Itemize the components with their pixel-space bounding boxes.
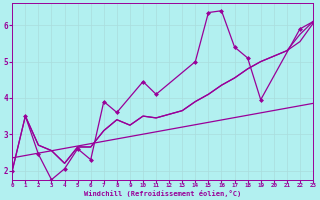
X-axis label: Windchill (Refroidissement éolien,°C): Windchill (Refroidissement éolien,°C)	[84, 190, 241, 197]
